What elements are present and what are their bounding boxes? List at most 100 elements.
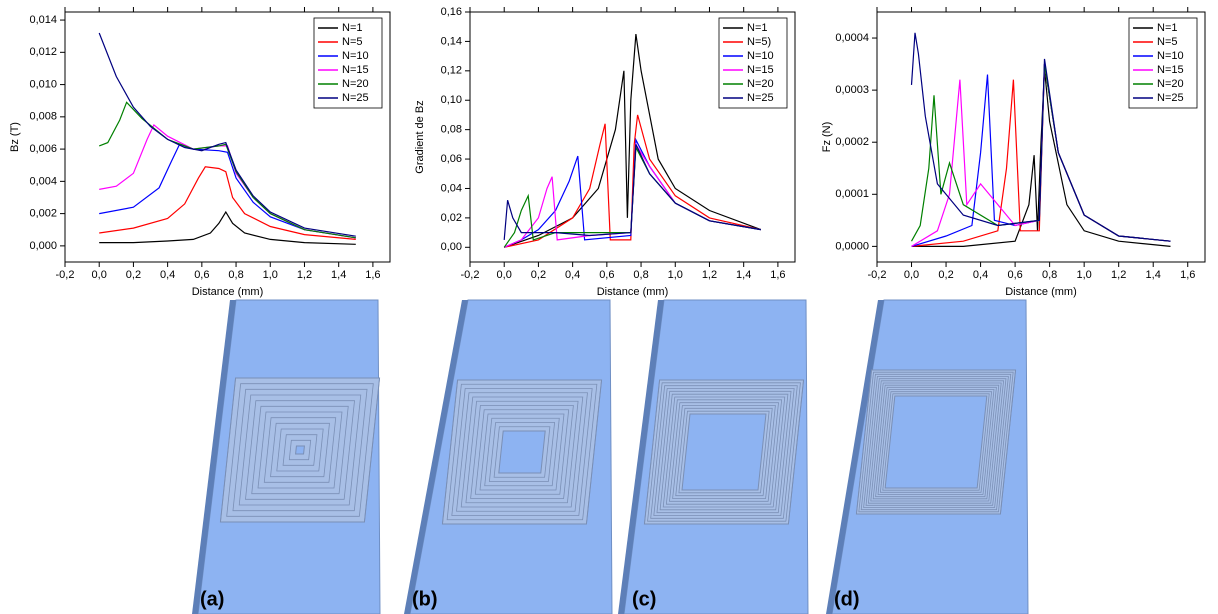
coil [219,377,381,523]
series-line [98,32,356,237]
coil-turn [257,411,343,489]
coil-hole [295,445,305,455]
y-tick-label: 0,006 [29,143,57,155]
legend-box [313,17,383,109]
coil-turn [865,378,1007,506]
legend-label: N=25 [342,92,369,104]
x-tick-label: 0,0 [497,269,512,281]
coil-turn [245,400,355,500]
series-line [504,34,762,248]
y-tick-label: 0,06 [441,153,462,165]
panel-label: (c) [632,588,656,610]
y-tick-label: 0,10 [441,94,462,106]
coil-turn [879,391,993,493]
plot-frame [64,11,391,263]
substrate-edge [192,300,236,614]
legend-label: N=20 [342,78,369,90]
y-tick-label: 0,00 [441,241,462,253]
series-line [99,210,356,245]
x-tick-label: 0,6 [599,269,614,281]
coil-renderings: (a) (b) (c) (d) [192,299,1029,614]
series-line [910,32,1171,242]
y-tick-label: 0,008 [29,111,57,123]
x-axis-label: Distance (mm) [597,286,669,298]
legend-label: N=25 [1157,92,1184,104]
coil-hole [884,395,988,489]
x-tick-label: 0,2 [938,269,953,281]
coil-turn [465,400,579,504]
y-tick-label: 0,02 [441,212,462,224]
coil-turn [672,405,776,499]
x-axis-label: Distance (mm) [192,286,264,298]
panel-label: (a) [200,588,224,610]
x-tick-label: 1,4 [331,269,346,281]
coil-turn [678,410,770,494]
coil-turn [484,417,560,487]
x-tick-label: 1,0 [668,269,683,281]
panel-label: (d) [834,588,860,610]
plot-frame [469,11,796,263]
plot-frame [876,11,1206,263]
y-tick-label: 0,002 [29,208,57,220]
series-line [504,114,761,248]
legend-label: N=25 [747,92,774,104]
substrate-edge [618,300,664,614]
legend-label: N=20 [747,78,774,90]
y-tick-label: 0,0001 [835,188,869,200]
coil-turn [650,385,798,519]
x-tick-label: -0,2 [56,269,75,281]
coil-turn [270,422,330,478]
coil-turn [474,409,570,495]
coil-turn [238,394,362,506]
coil-turn [867,380,1005,504]
x-tick-label: 1,6 [1180,269,1195,281]
charts: -0,2 0,0 0,2 0,4 0,6 0,8 1,0 1,2 1,4 1,60,0000,00… [9,6,1206,298]
y-axis-label: Fz (N) [821,122,833,153]
x-tick-label: 0,6 [194,269,209,281]
x-tick-label: 1,4 [736,269,751,281]
series-line [99,123,356,239]
y-tick-label: 0,004 [29,175,57,187]
coil-turn [219,377,381,523]
x-tick-label: 1,6 [365,269,380,281]
substrate-edge [404,300,468,614]
y-tick-label: 0,0004 [835,32,869,44]
coil-turn [870,382,1002,502]
series-line [911,69,1171,247]
coil-turn [251,405,349,495]
y-tick-label: 0,04 [441,182,462,194]
coil-hole [498,430,546,474]
coil-turn [460,396,584,508]
legend-label: N=15 [747,64,774,76]
coil-turn [653,388,795,516]
coil-turn [470,405,574,499]
coil-turn [276,428,324,472]
y-tick-label: 0,0000 [835,240,869,252]
coil-turn [863,376,1009,508]
coil-turn [263,417,337,483]
y-tick-label: 0,012 [29,46,57,58]
coil [643,379,805,525]
x-tick-label: 0,8 [228,269,243,281]
y-tick-label: 0,08 [441,124,462,136]
coil-turn [659,393,789,511]
legend-label: N=5 [342,36,363,48]
coil-turn [288,439,312,461]
legend-box [1128,17,1198,109]
coil-turn [493,426,551,478]
coil [855,369,1017,515]
y-axis-label: Gradient de Bz [414,100,426,173]
coil-turn [232,388,368,512]
coil [441,379,603,525]
x-tick-label: 0,0 [92,269,107,281]
y-tick-label: 0,0003 [835,84,869,96]
panel-label: (b) [412,588,438,610]
series-line [98,101,356,239]
coil-turn [488,422,556,482]
coil-turn [446,383,598,521]
x-tick-label: 1,2 [1111,269,1126,281]
x-tick-label: 0,2 [126,269,141,281]
legend-label: N=15 [342,64,369,76]
x-tick-label: -0,2 [461,269,480,281]
y-tick-label: 0,014 [29,14,57,26]
